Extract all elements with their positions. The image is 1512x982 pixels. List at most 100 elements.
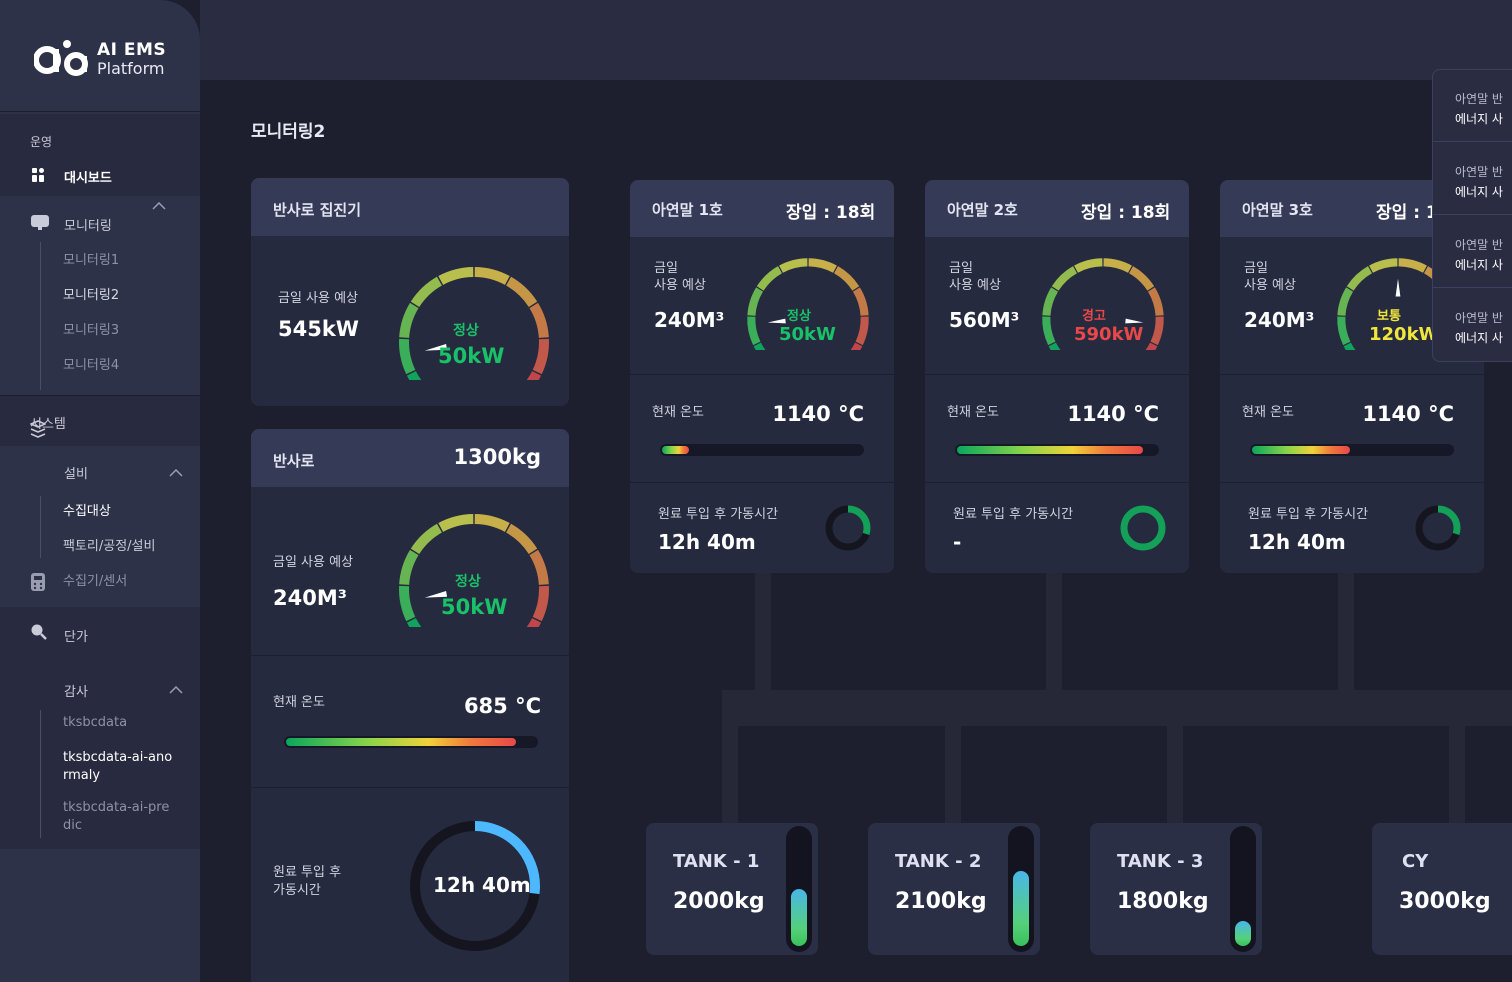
notification-item[interactable]: 아연말 반 에너지 사 (1433, 289, 1512, 361)
sensor-icon (31, 573, 45, 591)
tank-value: 2100kg (895, 889, 987, 914)
ring-progress (410, 821, 540, 951)
gauge-segment (399, 338, 416, 375)
pipe (722, 724, 738, 824)
gauge-segment (1048, 342, 1061, 350)
gauge-value: 50kW (438, 344, 505, 368)
gauge-segment (438, 267, 474, 285)
sidebar-item-monitoring1[interactable]: 모니터링1 (63, 253, 120, 268)
sidebar-item-sensor[interactable]: 수집기/센서 (63, 574, 128, 589)
temp-value: 685 °C (463, 694, 541, 718)
divider (630, 482, 894, 483)
notification-item[interactable]: 아연말 반 에너지 사 (1433, 70, 1512, 142)
notification-text: 에너지 사 (1455, 258, 1503, 272)
gauge-segment (1337, 316, 1351, 346)
usage-label: 사용 예상 (949, 278, 1001, 293)
gauge-segment (747, 287, 764, 316)
temp-bar-fill (286, 738, 516, 746)
sidebar-item-predic[interactable]: tksbcdata-ai-predic (63, 800, 170, 833)
temp-value: 1140 °C (1067, 402, 1159, 426)
collector-card: 반사로 집진기 금일 사용 예상 545kW 정상 50kW (251, 178, 569, 406)
sidebar-item-monitoring3[interactable]: 모니터링3 (63, 323, 120, 338)
temp-label: 현재 온도 (273, 695, 325, 710)
sidebar-item-equipment[interactable]: 설비 (64, 467, 88, 482)
gauge-segment (1147, 287, 1164, 316)
runtime-ring (1120, 505, 1166, 551)
runtime-ring (1415, 505, 1461, 551)
tank-name: TANK - 3 (1117, 851, 1204, 872)
pipe (722, 690, 1512, 726)
top-bar (200, 0, 1512, 80)
gauge-segment (1042, 316, 1056, 346)
brand-logo[interactable]: AI EMS Platform (0, 0, 200, 112)
gauge-segment (1346, 266, 1373, 291)
charge-count: 장입 : 1 (1376, 203, 1438, 223)
notification-title: 아연말 반 (1455, 92, 1503, 106)
gauge-segment (399, 585, 416, 622)
chevron-up-icon[interactable] (169, 686, 183, 694)
notification-text: 에너지 사 (1455, 112, 1503, 126)
sidebar-item-collect-target[interactable]: 수집대상 (63, 504, 111, 519)
tank-level-fill (1013, 870, 1029, 946)
gauge-segment (399, 302, 419, 339)
price-section (0, 607, 200, 663)
chevron-up-icon[interactable] (152, 202, 166, 210)
ring-progress (1415, 505, 1461, 551)
pipe (755, 572, 771, 692)
runtime-label: 원료 투입 후 가동시간 (658, 507, 779, 522)
gauge (747, 258, 869, 350)
divider (925, 482, 1189, 483)
tree-line (40, 496, 41, 558)
card-title: 아연말 3호 (1242, 201, 1313, 219)
brand-logo-icon (34, 40, 88, 76)
status-label: 경고 (1082, 309, 1106, 324)
chevron-up-icon[interactable] (169, 469, 183, 477)
temp-bar-fill (662, 446, 689, 454)
gauge-segment (1103, 258, 1132, 273)
gauge-segment (410, 523, 443, 555)
status-label: 보통 (1377, 309, 1401, 324)
layers-icon (30, 420, 46, 438)
notification-item[interactable]: 아연말 반 에너지 사 (1433, 143, 1512, 215)
gauge-value: 120kW (1369, 324, 1439, 345)
ring-progress (825, 505, 871, 551)
sidebar-item-monitoring[interactable]: 모니터링 (64, 219, 112, 234)
gauge-segment (852, 287, 869, 316)
tank-name: TANK - 2 (895, 851, 982, 872)
sidebar-item-tksbcdata[interactable]: tksbcdata (63, 715, 128, 730)
tank-card: TANK - 2 2100kg (868, 823, 1040, 955)
sidebar-item-factory[interactable]: 팩토리/공정/설비 (63, 539, 156, 554)
runtime-label: 원료 투입 후 가동시간 (273, 865, 342, 898)
temp-bar-fill (957, 446, 1143, 454)
usage-label: 사용 예상 (1244, 278, 1296, 293)
sidebar-item-price[interactable]: 단가 (64, 630, 88, 645)
sidebar-item-dashboard[interactable]: 대시보드 (64, 171, 112, 186)
system-section (0, 396, 200, 446)
sidebar-item-monitoring2[interactable]: 모니터링2 (63, 288, 120, 303)
ring-progress (1120, 505, 1166, 551)
card-title: 아연말 1호 (652, 201, 723, 219)
sidebar-item-anormaly[interactable]: tksbcdata-ai-anormaly (63, 750, 173, 783)
gauge-segment (779, 258, 808, 273)
pipe (945, 724, 961, 824)
audit-section (0, 663, 200, 849)
status-label: 정상 (787, 309, 811, 324)
sidebar-item-audit[interactable]: 감사 (64, 685, 88, 700)
temp-value: 1140 °C (772, 402, 864, 426)
gauge-segment (1042, 287, 1059, 316)
sidebar-item-monitoring4[interactable]: 모니터링4 (63, 358, 120, 373)
dashboard-icon (32, 168, 44, 182)
gauge-needle (424, 343, 448, 351)
furnace-weight: 1300kg (453, 445, 541, 469)
gauge-segment (753, 342, 766, 350)
notification-item[interactable]: 아연말 반 에너지 사 (1433, 216, 1512, 288)
usage-label: 금일 (1244, 261, 1268, 276)
temp-bar (660, 444, 864, 456)
card-header: 반사로 1300kg (251, 429, 569, 487)
tree-line (40, 242, 41, 390)
runtime-value: 12h 40m (1248, 530, 1346, 554)
gauge-segment (833, 266, 860, 291)
notification-text: 에너지 사 (1455, 185, 1503, 199)
runtime-value: 12h 40m (433, 873, 531, 897)
gauge (399, 514, 549, 627)
